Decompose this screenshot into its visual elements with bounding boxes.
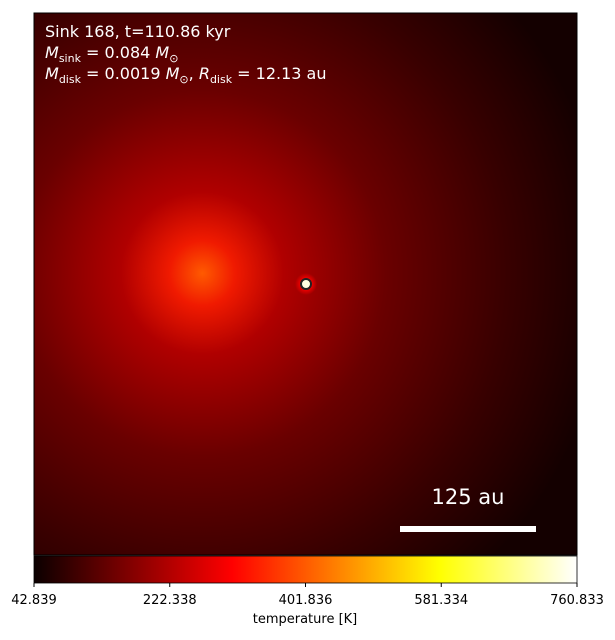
colorbar xyxy=(33,555,578,584)
scale-bar-label: 125 au xyxy=(432,485,505,509)
annotation-segment: M xyxy=(166,64,180,83)
annotation-segment: = 0.0019 xyxy=(81,64,166,83)
colorbar-tick-label: 222.338 xyxy=(143,593,197,608)
annotation-segment: M xyxy=(45,64,59,83)
colorbar-label: temperature [K] xyxy=(253,612,358,627)
annotation-segment: M xyxy=(45,43,59,62)
annotation-segment: , xyxy=(189,64,199,83)
annotation-segment: R xyxy=(199,64,210,83)
annotation-segment: = 12.13 au xyxy=(232,64,326,83)
annotation-segment: = 0.084 xyxy=(81,43,155,62)
annotation-segment: disk xyxy=(210,73,233,86)
colorbar-tick-label: 42.839 xyxy=(11,593,57,608)
annotation-segment: ⊙ xyxy=(179,73,188,86)
annotation-line: Sink 168, t=110.86 kyr xyxy=(45,22,231,41)
colorbar-tick-label: 760.833 xyxy=(550,593,604,608)
annotation-line: Msink = 0.084 M⊙ xyxy=(45,43,178,65)
colorbar-tick-label: 581.334 xyxy=(414,593,468,608)
annotation-segment: Sink 168, t=110.86 kyr xyxy=(45,22,231,41)
annotation-line: Mdisk = 0.0019 M⊙, Rdisk = 12.13 au xyxy=(45,64,327,86)
annotation-segment: disk xyxy=(59,73,82,86)
sink-marker xyxy=(300,278,312,290)
annotation-segment: ⊙ xyxy=(169,52,178,65)
annotation-segment: sink xyxy=(59,52,82,65)
annotation-segment: M xyxy=(155,43,169,62)
scale-bar xyxy=(400,526,536,532)
colorbar-tick-label: 401.836 xyxy=(279,593,333,608)
